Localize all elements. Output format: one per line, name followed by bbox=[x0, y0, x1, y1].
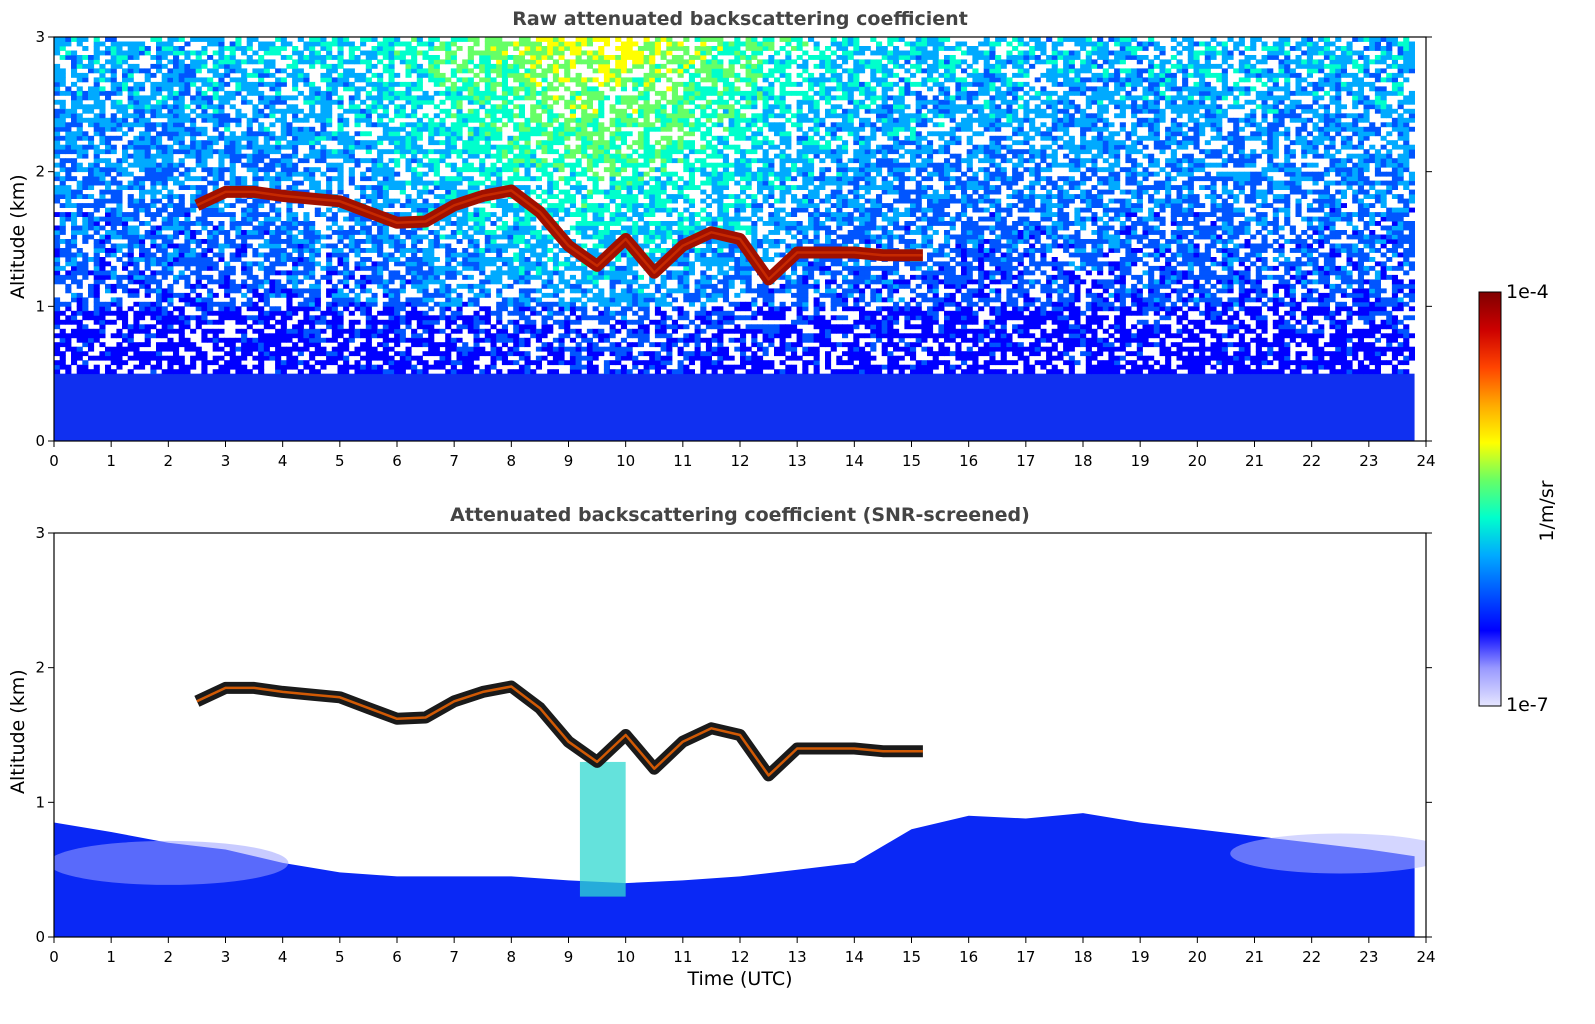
x-tick-label: 15 bbox=[902, 948, 921, 966]
x-tick-label: 20 bbox=[1188, 948, 1207, 966]
x-tick-label: 2 bbox=[164, 948, 174, 966]
x-tick-label: 1 bbox=[106, 452, 116, 470]
x-tick-label: 13 bbox=[788, 452, 807, 470]
x-tick-label: 21 bbox=[1245, 452, 1264, 470]
x-tick-label: 5 bbox=[335, 948, 345, 966]
x-tick-label: 10 bbox=[616, 452, 635, 470]
x-tick-label: 4 bbox=[278, 948, 288, 966]
heatmap-cells bbox=[54, 37, 1426, 441]
y-tick-label: 2 bbox=[35, 659, 45, 677]
x-tick-label: 7 bbox=[449, 452, 459, 470]
x-tick-label: 23 bbox=[1359, 948, 1378, 966]
x-tick-label: 12 bbox=[730, 948, 749, 966]
colorbar bbox=[1479, 292, 1501, 706]
x-tick-label: 14 bbox=[845, 948, 864, 966]
y-tick-label: 3 bbox=[35, 524, 45, 542]
x-tick-label: 22 bbox=[1302, 948, 1321, 966]
boundary-layer bbox=[54, 374, 1415, 441]
x-tick-label: 0 bbox=[49, 452, 59, 470]
y-tick-label: 0 bbox=[35, 928, 45, 946]
x-tick-label: 8 bbox=[507, 452, 517, 470]
x-tick-label: 6 bbox=[392, 948, 402, 966]
colorbar-unit-label: 1/m/sr bbox=[1536, 476, 1558, 546]
colorbar-min-label: 1e-7 bbox=[1506, 694, 1549, 716]
y-tick-label: 0 bbox=[35, 432, 45, 450]
x-tick-label: 11 bbox=[673, 948, 692, 966]
x-tick-label: 0 bbox=[49, 948, 59, 966]
bottom-panel-ylabel: Altitude (km) bbox=[7, 674, 29, 794]
x-tick-label: 23 bbox=[1359, 452, 1378, 470]
x-tick-label: 3 bbox=[221, 452, 231, 470]
x-tick-label: 4 bbox=[278, 452, 288, 470]
heatmap-cells bbox=[48, 533, 1450, 937]
aerosol-plume bbox=[580, 762, 626, 897]
x-tick-label: 20 bbox=[1188, 452, 1207, 470]
x-tick-label: 24 bbox=[1416, 948, 1435, 966]
colorbar-max-label: 1e-4 bbox=[1506, 281, 1549, 303]
y-tick-label: 1 bbox=[35, 793, 45, 811]
x-tick-label: 13 bbox=[788, 948, 807, 966]
x-tick-label: 18 bbox=[1073, 452, 1092, 470]
y-tick-label: 3 bbox=[35, 28, 45, 46]
x-tick-label: 7 bbox=[449, 948, 459, 966]
x-tick-label: 10 bbox=[616, 948, 635, 966]
colorbar-gradient bbox=[1479, 292, 1501, 706]
x-tick-label: 9 bbox=[564, 452, 574, 470]
x-tick-label: 17 bbox=[1016, 948, 1035, 966]
x-tick-label: 8 bbox=[507, 948, 517, 966]
x-tick-label: 21 bbox=[1245, 948, 1264, 966]
top-panel-title: Raw attenuated backscattering coefficien… bbox=[54, 8, 1426, 30]
x-tick-label: 17 bbox=[1016, 452, 1035, 470]
x-tick-label: 22 bbox=[1302, 452, 1321, 470]
y-tick-label: 1 bbox=[35, 297, 45, 315]
x-tick-label: 24 bbox=[1416, 452, 1435, 470]
x-tick-label: 2 bbox=[164, 452, 174, 470]
x-tick-label: 12 bbox=[730, 452, 749, 470]
x-tick-label: 14 bbox=[845, 452, 864, 470]
x-tick-label: 11 bbox=[673, 452, 692, 470]
x-tick-label: 15 bbox=[902, 452, 921, 470]
y-tick-label: 2 bbox=[35, 163, 45, 181]
x-tick-label: 19 bbox=[1131, 452, 1150, 470]
x-tick-label: 1 bbox=[106, 948, 116, 966]
x-tick-label: 5 bbox=[335, 452, 345, 470]
x-tick-label: 16 bbox=[959, 948, 978, 966]
x-axis-label: Time (UTC) bbox=[640, 968, 840, 990]
x-tick-label: 16 bbox=[959, 452, 978, 470]
x-tick-label: 19 bbox=[1131, 948, 1150, 966]
bottom-panel-title: Attenuated backscattering coefficient (S… bbox=[54, 504, 1426, 526]
x-tick-label: 9 bbox=[564, 948, 574, 966]
x-tick-label: 3 bbox=[221, 948, 231, 966]
x-tick-label: 18 bbox=[1073, 948, 1092, 966]
top-panel-ylabel: Altitude (km) bbox=[7, 179, 29, 299]
x-tick-label: 6 bbox=[392, 452, 402, 470]
